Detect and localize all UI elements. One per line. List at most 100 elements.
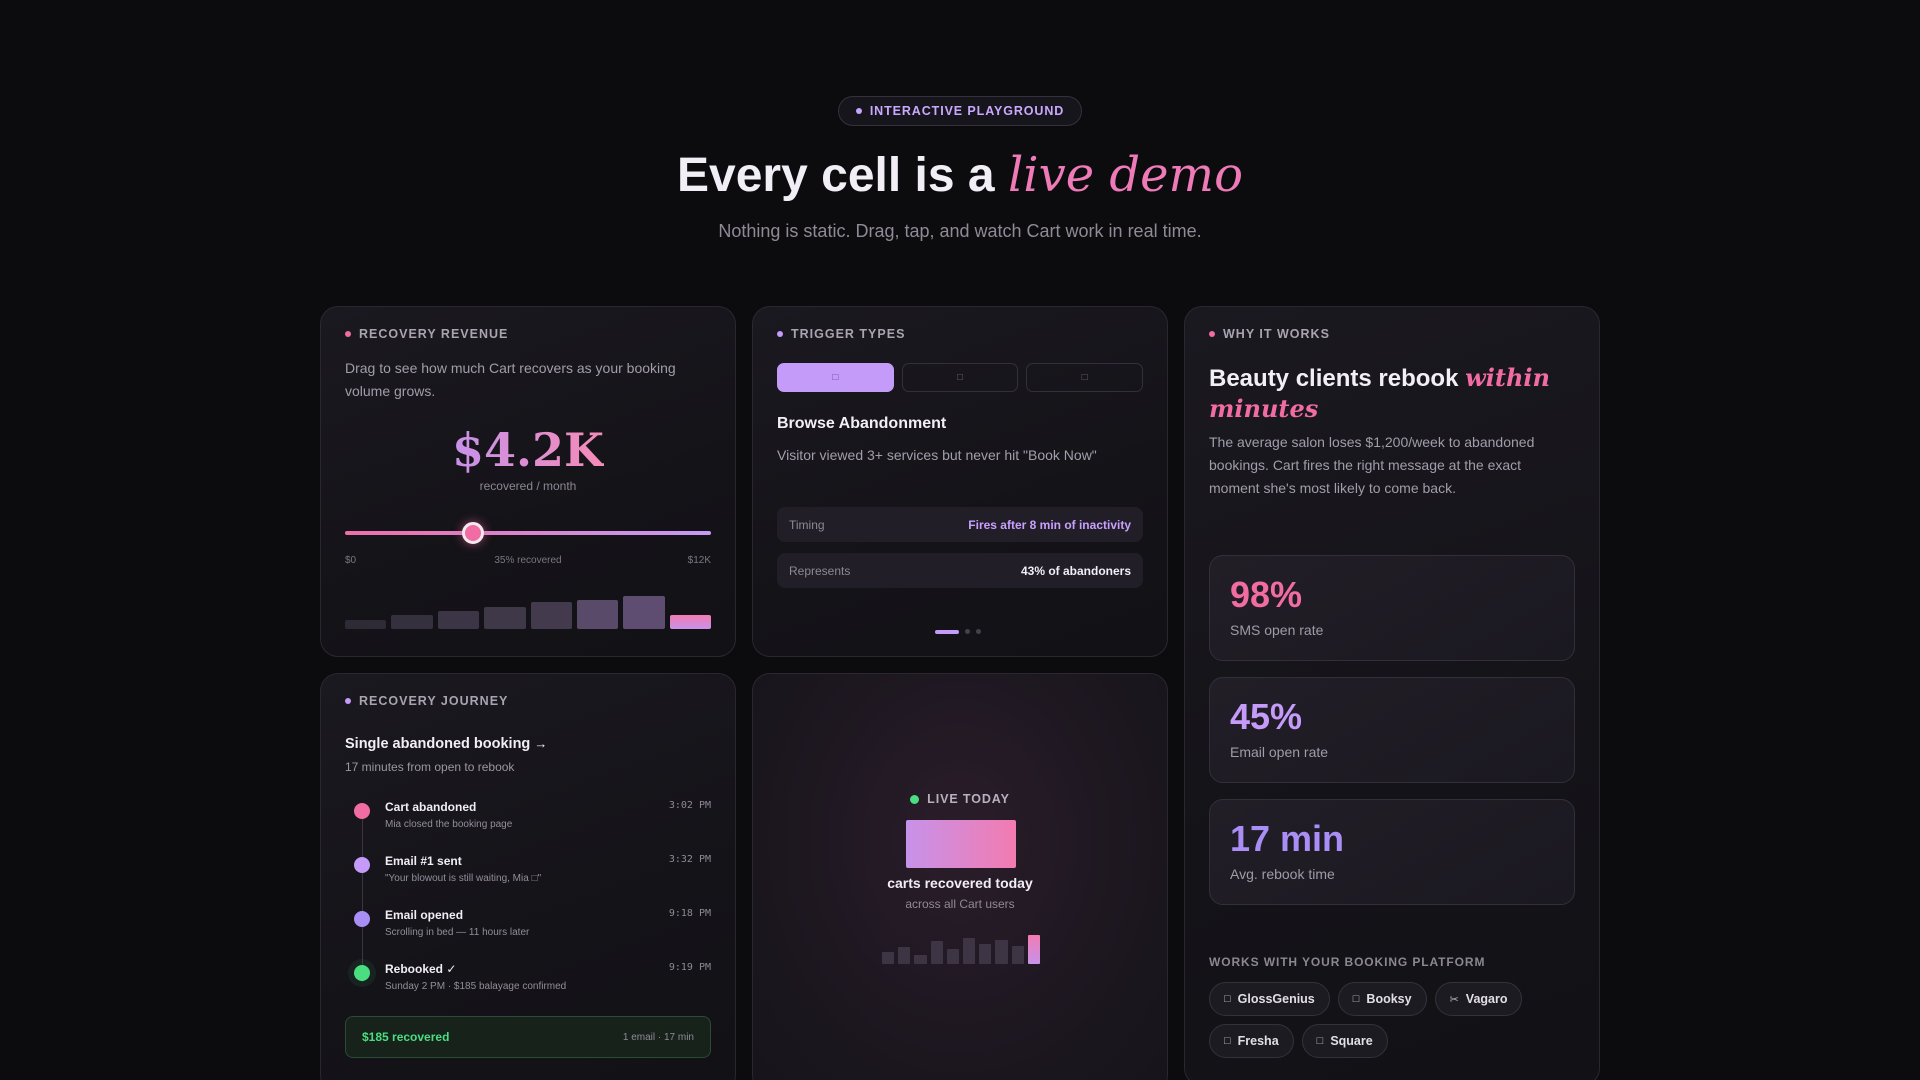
trigger-tab-1[interactable]: □: [777, 363, 894, 392]
live-bar: [898, 947, 911, 964]
revenue-bar: [623, 596, 665, 629]
live-today-card: LIVE TODAY carts recovered today across …: [752, 673, 1168, 1080]
recovery-journey-card: RECOVERY JOURNEY Single abandoned bookin…: [320, 673, 736, 1080]
carousel-dot[interactable]: [965, 629, 970, 634]
revenue-slider-track[interactable]: [345, 531, 711, 535]
live-label-text: LIVE TODAY: [927, 792, 1010, 806]
scissors-icon: ✂: [1449, 993, 1459, 1006]
journey-step: Email opened Scrolling in bed — 11 hours…: [345, 908, 711, 948]
platform-icon: □: [1316, 1035, 1324, 1047]
platform-icon: □: [1352, 993, 1360, 1005]
why-paragraph: The average salon loses $1,200/week to a…: [1209, 434, 1535, 496]
step-subtitle: Scrolling in bed — 11 hours later: [385, 927, 530, 938]
chip-label: Square: [1330, 1034, 1373, 1048]
revenue-bar: [345, 620, 387, 629]
revenue-bar: [484, 607, 526, 629]
badge-label: INTERACTIVE PLAYGROUND: [869, 104, 1065, 118]
stat-rebook-time: 17 min Avg. rebook time: [1209, 799, 1575, 905]
chip-fresha[interactable]: □ Fresha: [1209, 1024, 1294, 1058]
journey-step: Rebooked ✓ Sunday 2 PM · $185 balayage c…: [345, 962, 711, 1002]
step-title: Cart abandoned: [385, 800, 477, 814]
eyebrow-dot-icon: [345, 331, 351, 337]
slider-mid-label: 35% recovered: [494, 555, 562, 566]
journey-step: Cart abandoned Mia closed the booking pa…: [345, 800, 711, 840]
step-dot-icon: [354, 857, 370, 873]
card-eyebrow: RECOVERY REVENUE: [345, 327, 508, 341]
carousel-dot[interactable]: [976, 629, 981, 634]
live-bar: [1027, 935, 1041, 964]
eyebrow-label: WHY IT WORKS: [1223, 327, 1330, 341]
step-time: 3:32 PM: [668, 854, 711, 865]
step-subtitle: "Your blowout is still waiting, Mia □": [385, 873, 542, 884]
row-key: Represents: [789, 563, 851, 578]
step-time: 3:02 PM: [668, 800, 711, 811]
chip-square[interactable]: □ Square: [1301, 1024, 1388, 1058]
carousel-dot-active[interactable]: [935, 629, 959, 634]
live-bars: [882, 932, 1041, 964]
eyebrow-dot-icon: [345, 698, 351, 704]
row-value: Fires after 8 min of inactivity: [968, 517, 1131, 532]
step-subtitle: Sunday 2 PM · $185 balayage confirmed: [385, 981, 567, 992]
trigger-timing-row: Timing Fires after 8 min of inactivity: [777, 507, 1143, 542]
revenue-slider-thumb[interactable]: [462, 522, 485, 544]
card-eyebrow: RECOVERY JOURNEY: [345, 694, 508, 708]
slider-min-label: $0: [345, 555, 357, 566]
chip-label: Booksy: [1366, 992, 1412, 1006]
step-time: 9:19 PM: [668, 962, 711, 973]
page-title: Every cell is a live demo: [0, 146, 1920, 205]
stat-value: 98%: [1230, 574, 1303, 615]
trigger-description: Visitor viewed 3+ services but never hit…: [777, 447, 1097, 463]
section-header: INTERACTIVE PLAYGROUND Every cell is a l…: [0, 96, 1920, 242]
step-time: 9:18 PM: [668, 908, 711, 919]
badge-dot-icon: [855, 108, 862, 114]
trigger-tabs: □ □ □: [777, 363, 1144, 392]
card-eyebrow: WHY IT WORKS: [1209, 327, 1330, 341]
trigger-tab-2[interactable]: □: [901, 363, 1019, 392]
journey-title: Single abandoned booking →: [345, 736, 548, 752]
why-it-works-card: WHY IT WORKS Beauty clients rebook withi…: [1184, 306, 1600, 1080]
revenue-bars: [345, 589, 711, 629]
revenue-bar: [530, 602, 572, 629]
recovered-value: $185 recovered: [362, 1030, 450, 1044]
trigger-represents-row: Represents 43% of abandoners: [777, 553, 1143, 588]
live-subcaption: across all Cart users: [905, 897, 1015, 911]
live-dot-icon: [910, 794, 920, 804]
live-bar: [963, 938, 976, 964]
playground-badge: INTERACTIVE PLAYGROUND: [837, 96, 1083, 126]
live-bar: [914, 955, 927, 964]
trigger-tab-3[interactable]: □: [1026, 363, 1144, 392]
recovered-meta: 1 email · 17 min: [622, 1031, 694, 1043]
chip-label: Vagaro: [1465, 992, 1508, 1006]
eyebrow-dot-icon: [777, 331, 783, 337]
stat-email-open: 45% Email open rate: [1209, 677, 1575, 783]
why-title: Beauty clients rebook within minutes: [1209, 363, 1550, 423]
timeline-line: [362, 806, 363, 982]
trigger-types-card: TRIGGER TYPES □ □ □ Browse Abandonment V…: [752, 306, 1168, 657]
chip-label: GlossGenius: [1237, 992, 1315, 1006]
chip-vagaro[interactable]: ✂ Vagaro: [1434, 982, 1523, 1016]
step-title: Email #1 sent: [385, 854, 462, 868]
step-title: Email opened: [385, 908, 464, 922]
stat-value: 45%: [1230, 696, 1303, 737]
step-subtitle: Mia closed the booking page: [385, 819, 513, 830]
chip-booksy[interactable]: □ Booksy: [1337, 982, 1427, 1016]
step-dot-icon: [354, 911, 370, 927]
title-plain: Every cell is a: [677, 149, 1008, 202]
live-bar: [995, 940, 1008, 964]
eyebrow-label: RECOVERY REVENUE: [359, 327, 509, 341]
platform-chips: □ GlossGenius □ Booksy ✂ Vagaro □ Fresha □ Sq…: [1209, 982, 1539, 1058]
eyebrow-dot-icon: [1209, 331, 1215, 337]
card-eyebrow: TRIGGER TYPES: [777, 327, 905, 341]
chip-label: Fresha: [1237, 1034, 1279, 1048]
chip-glossgenius[interactable]: □ GlossGenius: [1209, 982, 1330, 1016]
live-bar: [979, 944, 992, 964]
stat-value: 17 min: [1230, 818, 1345, 859]
eyebrow-label: TRIGGER TYPES: [791, 327, 906, 341]
stat-label: SMS open rate: [1230, 622, 1324, 638]
arrow-right-icon: →: [534, 736, 548, 751]
live-bar: [882, 952, 895, 964]
live-bar: [1011, 946, 1024, 964]
carousel-dots: [935, 629, 981, 634]
revenue-bar: [576, 600, 619, 629]
platform-icon: □: [1224, 993, 1231, 1005]
